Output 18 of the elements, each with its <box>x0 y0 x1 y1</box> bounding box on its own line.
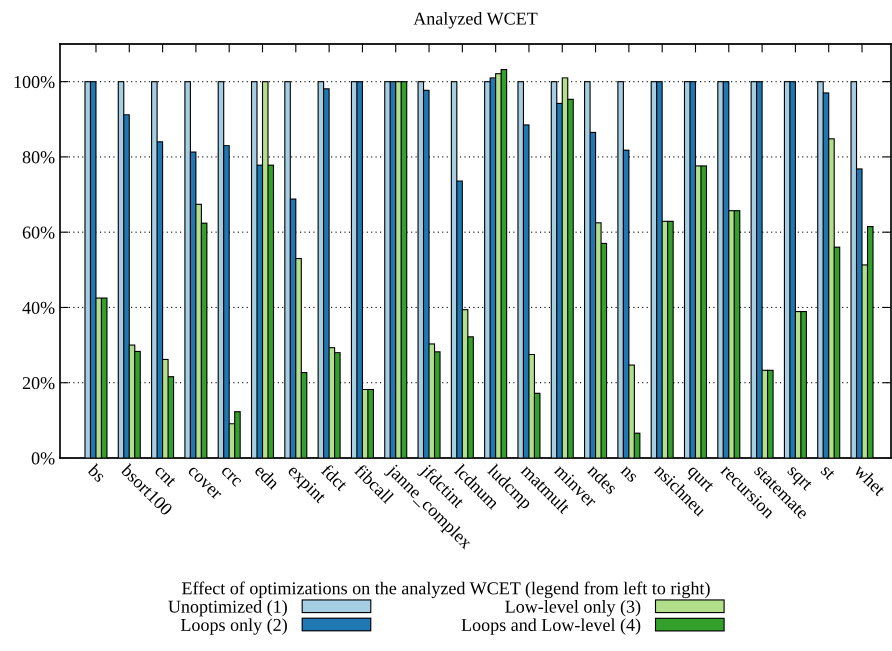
y-tick-label: 40% <box>22 302 55 314</box>
legend-label: Loops only (2) <box>180 618 287 635</box>
legend-title: Effect of optimizations on the analyzed WCET (legend from left to right) <box>182 582 710 598</box>
y-tick-label: 60% <box>22 226 55 239</box>
chart-title: Analyzed WCET <box>413 12 538 28</box>
y-tick-label: 20% <box>22 376 55 390</box>
x-tick-label: crc <box>220 466 242 488</box>
x-tick-label: st <box>820 465 836 480</box>
x-tick-label: edn <box>254 463 281 490</box>
x-tick-label: bs <box>86 462 107 483</box>
x-tick-label: ns <box>620 466 637 483</box>
y-tick-label: 80% <box>22 151 55 164</box>
legend-label: Low-level only (3) <box>505 600 640 616</box>
legend-label: Loops and Low-level (4) <box>462 618 640 635</box>
x-tick-label: whet <box>853 462 887 497</box>
legend-label: Unoptimized (1) <box>168 600 287 616</box>
y-tick-label: 100% <box>14 76 55 88</box>
y-tick-label: 0% <box>32 452 55 464</box>
